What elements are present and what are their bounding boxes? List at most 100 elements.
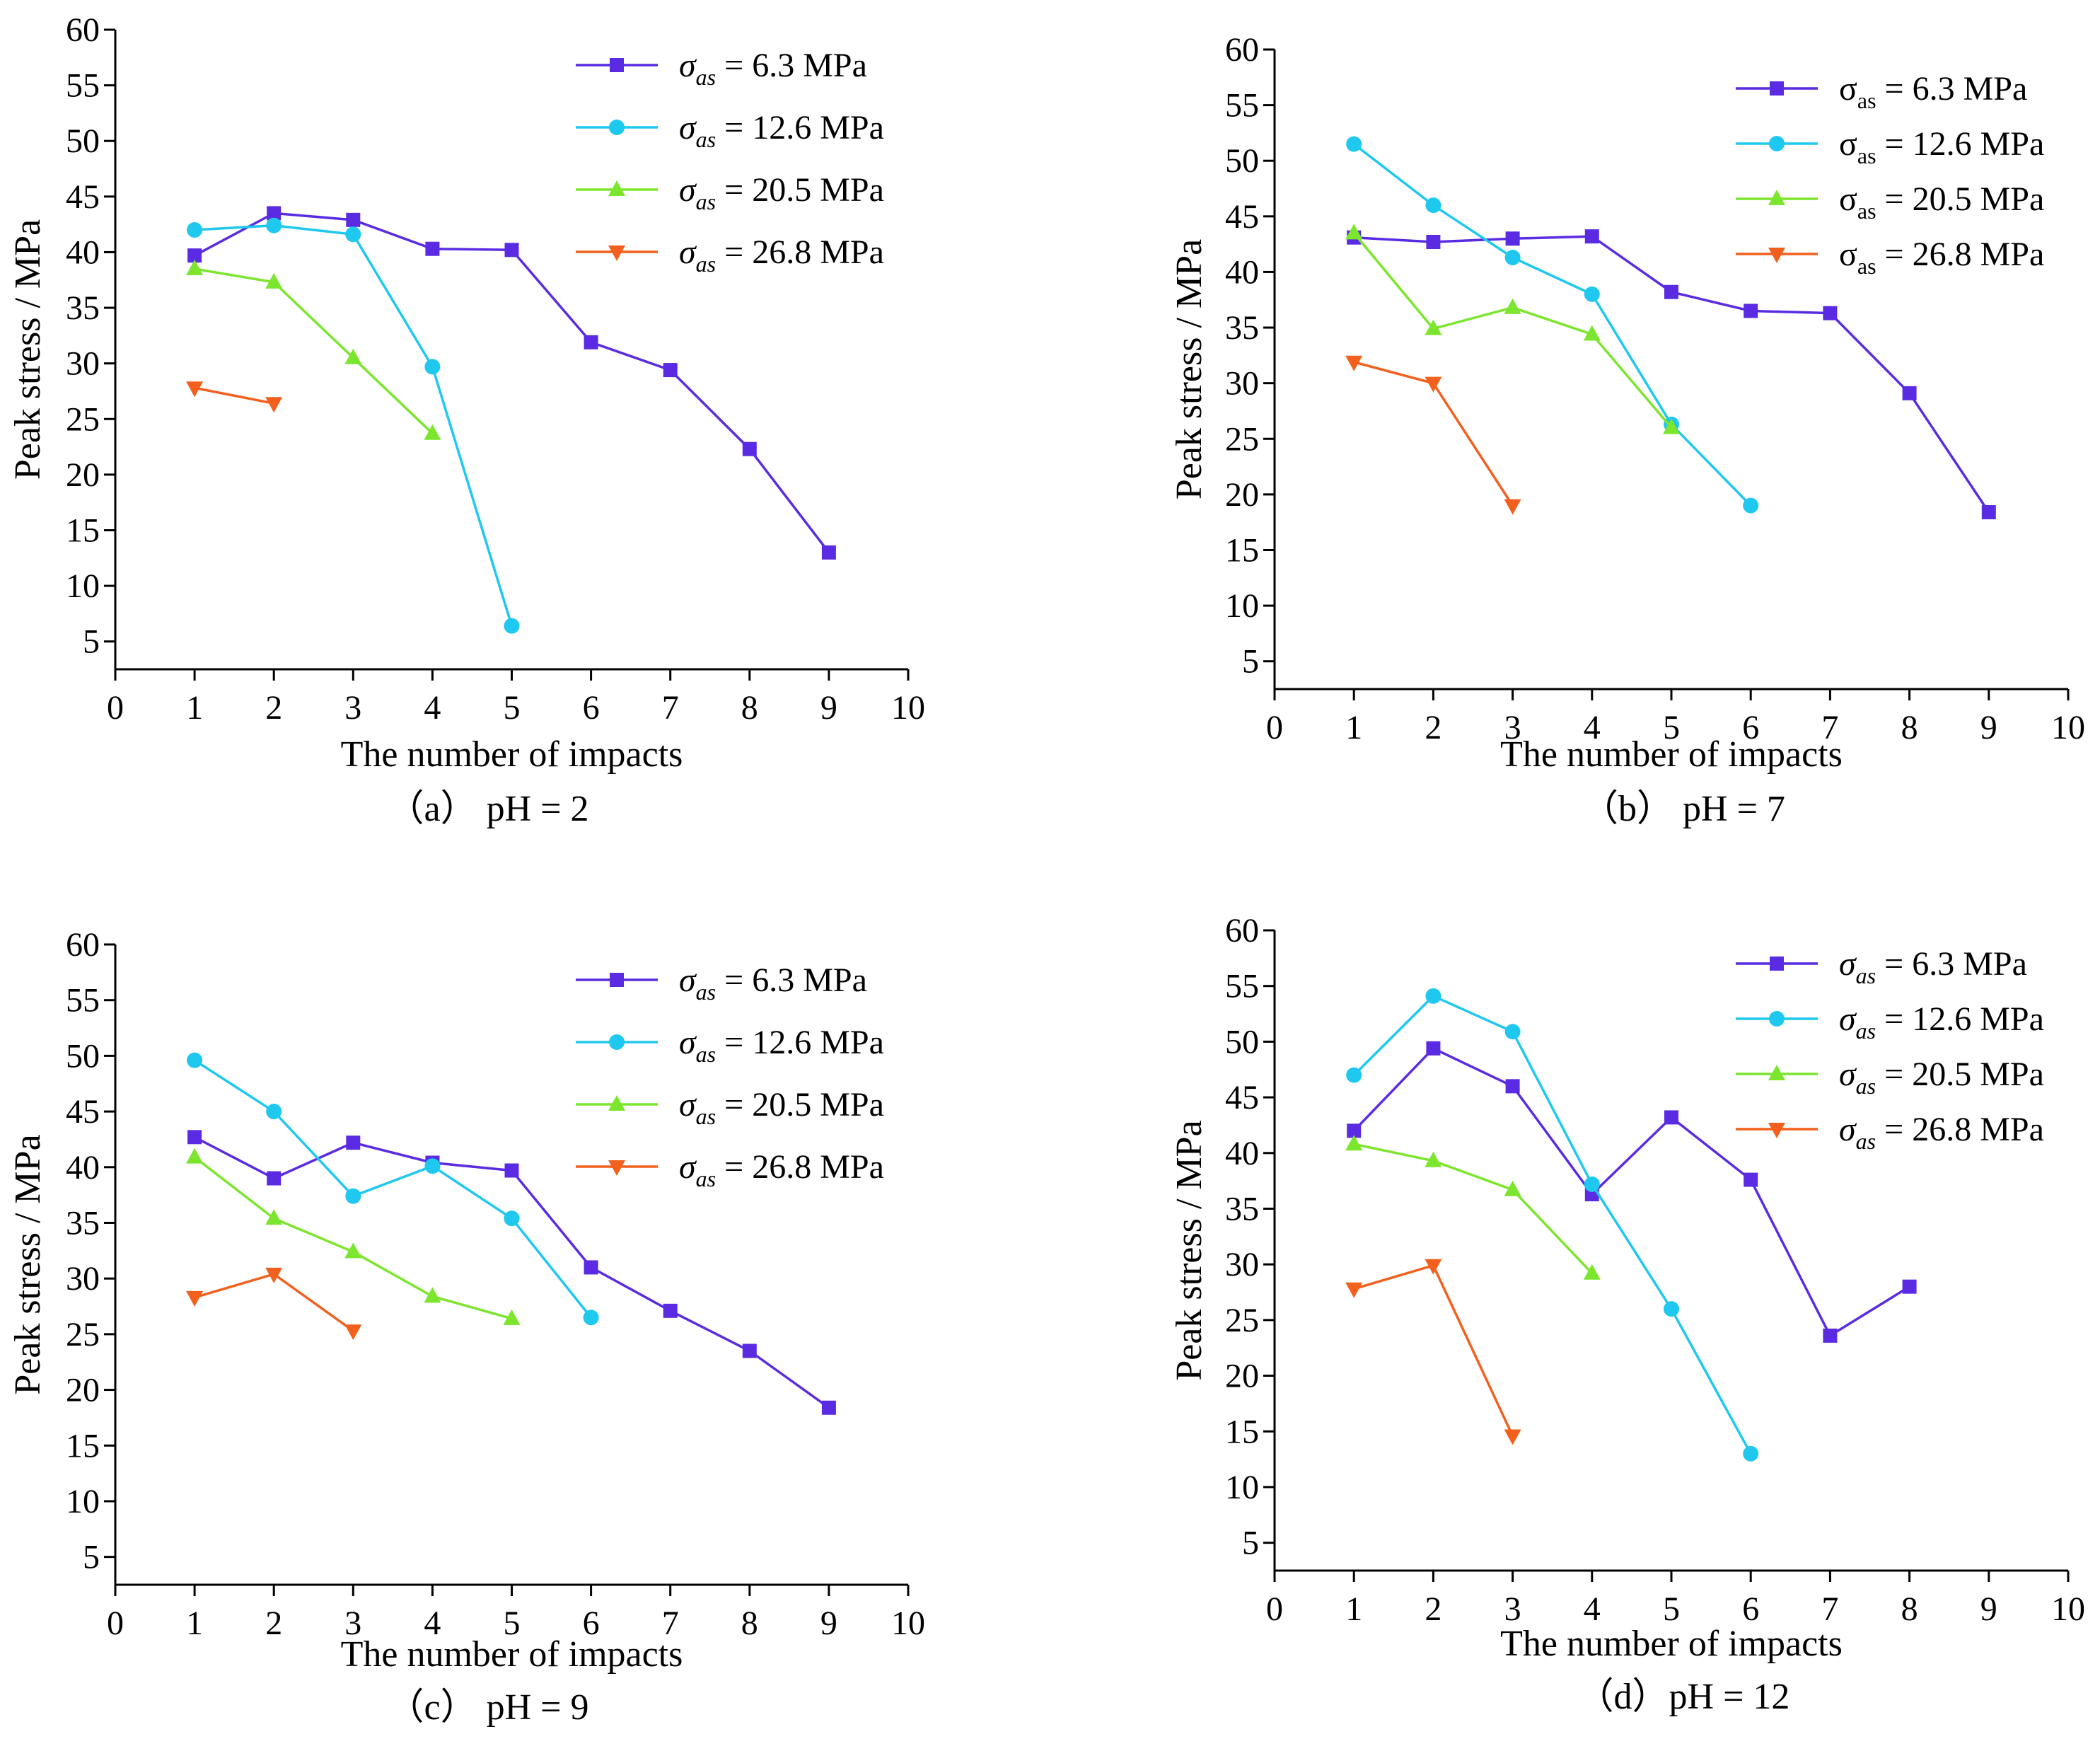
x-tick-label: 8 [741,689,758,727]
data-point-26.8-1 [186,1290,204,1307]
data-point-20.5-4 [1583,325,1601,341]
y-tick-label: 25 [1225,1302,1259,1339]
x-tick-label: 0 [107,689,124,727]
legend-label-20.5: σas = 20.5 MPa [1839,1056,2044,1099]
data-point-26.8-2 [1425,1259,1442,1275]
x-tick-label: 2 [1425,1590,1441,1628]
legend-marker-12.6 [609,1034,625,1050]
panel-caption: （c） pH = 9 [388,1687,589,1728]
data-point-6.3-8 [1902,1279,1917,1294]
data-point-6.3-8 [1902,386,1917,400]
legend-label-26.8: σas = 26.8 MPa [679,233,884,277]
data-point-12.6-6 [1743,1445,1759,1462]
x-axis-title: The number of impacts [1500,734,1843,775]
data-point-12.6-1 [1346,1067,1362,1083]
data-point-20.5-3 [1504,1180,1521,1196]
y-tick-label: 55 [1225,87,1259,125]
y-tick-label: 45 [1225,198,1259,236]
x-tick-label: 8 [741,1605,758,1642]
data-point-6.3-6 [1744,304,1758,318]
series-line-6.3 [1354,235,1990,513]
x-tick-label: 9 [1980,709,1997,746]
data-point-6.3-4 [425,241,440,256]
y-tick-label: 60 [1225,31,1259,69]
legend-marker-26.8 [608,1160,625,1176]
x-tick-label: 5 [1663,709,1680,746]
panel-caption: （b） pH = 7 [1582,789,1785,829]
y-tick-label: 45 [66,178,100,216]
series-line-26.8 [194,386,274,405]
x-tick-label: 6 [1742,709,1759,746]
legend-label-6.3: σas = 6.3 MPa [679,961,867,1005]
x-tick-label: 0 [107,1605,124,1642]
legend-label-12.6: σas = 12.6 MPa [1839,125,2044,168]
legend-label-26.8: σas = 26.8 MPa [1839,236,2044,279]
data-point-6.3-7 [1823,306,1838,320]
data-point-12.6-5 [504,1210,520,1227]
y-axis-title: Peak stress / MPa [1169,1120,1209,1380]
y-tick-label: 40 [66,1149,100,1186]
legend-label-26.8: σas = 26.8 MPa [1839,1111,2044,1154]
y-tick-label: 15 [66,1427,100,1464]
series-line-12.6 [194,1059,592,1319]
series-line-20.5 [1353,1143,1594,1274]
data-point-6.3-5 [1664,1110,1678,1125]
legend-label-12.6: σas = 12.6 MPa [679,109,884,152]
y-axis-title: Peak stress / MPa [8,219,48,480]
x-tick-label: 4 [1584,1590,1601,1628]
data-point-20.5-3 [344,348,362,364]
data-point-26.8-1 [1345,1282,1363,1298]
x-tick-label: 3 [1504,1590,1521,1628]
y-tick-label: 5 [1242,643,1259,681]
series-line-20.5 [194,1156,512,1320]
y-tick-label: 15 [66,512,100,549]
y-tick-label: 30 [66,345,100,383]
x-axis-title: The number of impacts [341,734,683,775]
legend-label-6.3: σas = 6.3 MPa [679,47,867,90]
y-tick-label: 60 [66,926,100,964]
x-tick-label: 1 [1345,1590,1362,1628]
y-tick-label: 20 [66,456,100,494]
x-tick-label: 10 [2051,1590,2085,1628]
y-tick-label: 20 [66,1372,100,1409]
data-point-20.5-2 [265,1209,283,1225]
legend-marker-20.5 [1768,1065,1785,1080]
data-point-26.8-2 [265,397,283,413]
y-axis-title: Peak stress / MPa [1169,239,1209,499]
data-point-12.6-5 [1664,1301,1679,1317]
y-tick-label: 40 [1225,1135,1259,1172]
legend-marker-6.3 [1770,81,1784,96]
x-axis-title: The number of impacts [1500,1624,1843,1664]
data-point-12.6-6 [1743,497,1759,514]
data-point-6.3-2 [1426,1041,1441,1056]
x-tick-label: 7 [1821,1590,1838,1628]
data-point-6.3-3 [1505,1079,1520,1094]
data-point-20.5-1 [1345,1135,1363,1151]
data-point-12.6-4 [424,1158,441,1174]
y-tick-label: 15 [1225,1413,1259,1450]
legend-marker-6.3 [610,58,624,72]
y-tick-label: 25 [66,400,100,438]
legend-label-6.3: σas = 6.3 MPa [1839,70,2027,113]
y-tick-label: 10 [1225,1469,1259,1506]
data-point-12.6-2 [1425,197,1441,214]
data-point-12.6-6 [583,1310,599,1326]
data-point-6.3-1 [187,1130,202,1145]
x-tick-label: 1 [1345,709,1362,746]
x-tick-label: 9 [820,689,837,727]
y-tick-label: 35 [66,1204,100,1242]
x-tick-label: 0 [1266,1590,1283,1628]
x-tick-label: 2 [1425,709,1441,746]
x-tick-label: 2 [265,1605,282,1642]
data-point-20.5-5 [1663,418,1680,434]
y-tick-label: 20 [1225,1358,1259,1395]
data-point-12.6-3 [1504,1024,1521,1040]
data-point-6.3-5 [504,1163,519,1178]
data-point-12.6-4 [424,359,441,375]
legend-marker-20.5 [608,180,625,196]
y-tick-label: 10 [66,567,100,605]
